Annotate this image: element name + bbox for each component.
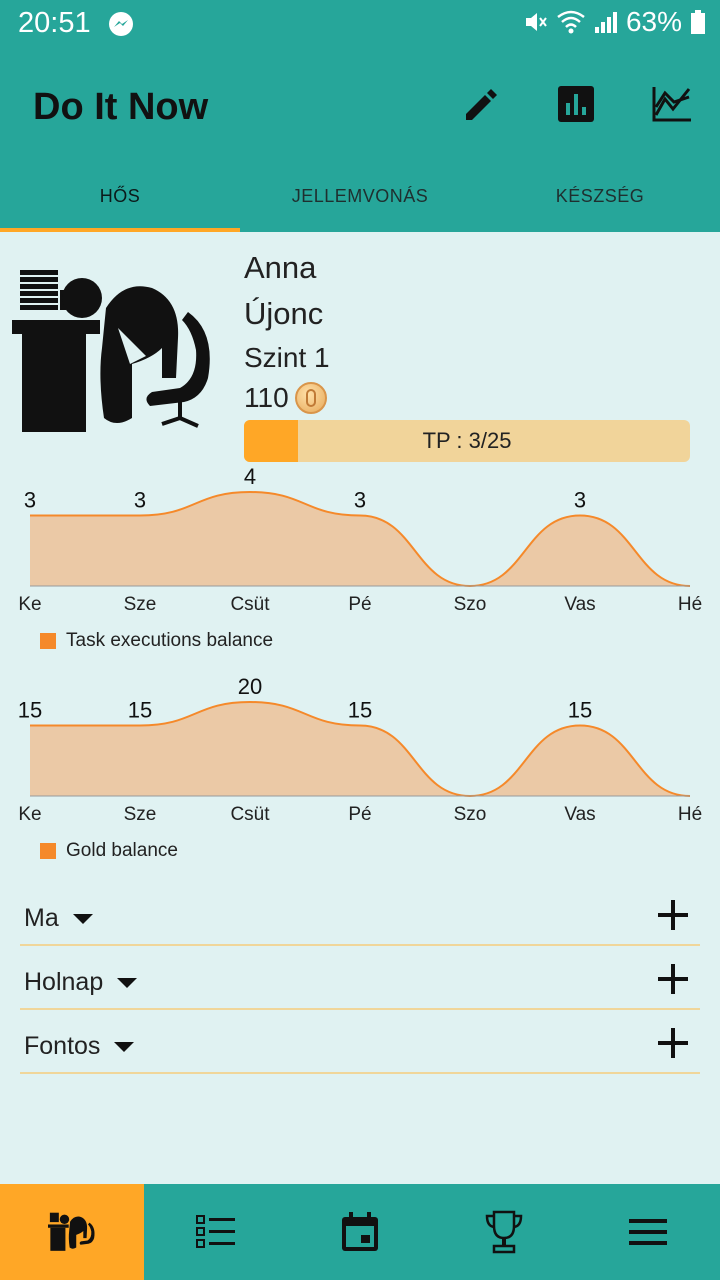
hero-gold: 110 [244, 382, 327, 414]
legend-label: Task executions balance [66, 630, 274, 651]
section-today-label: Ma [24, 904, 59, 932]
dropdown-arrow-icon [114, 1041, 135, 1052]
legend-swatch [40, 843, 56, 859]
series-line [30, 700, 691, 798]
data-label: 15 [128, 698, 152, 723]
data-label: 3 [574, 488, 586, 513]
trend-button[interactable] [648, 80, 696, 128]
battery-icon [691, 10, 705, 34]
gold-coin-icon [294, 382, 327, 414]
gold-amount: 110 [244, 382, 289, 413]
series-line [30, 490, 691, 588]
task-list-icon [196, 1215, 235, 1248]
section-tomorrow[interactable]: Holnap [20, 954, 700, 1010]
tab-skills-label: KÉSZSÉG [555, 185, 645, 206]
legend-swatch [40, 633, 56, 649]
nav-achievements[interactable] [432, 1184, 576, 1280]
dropdown-arrow-icon [117, 977, 138, 988]
edit-button[interactable] [456, 80, 504, 128]
data-label: 15 [18, 698, 42, 723]
stats-button[interactable] [552, 80, 600, 128]
section-today-header[interactable]: Ma [24, 904, 93, 933]
gold-balance-plot: 15 Ke 15 Sze 20 Csüt 15 Pé Szo 15 Vas Hé [18, 674, 702, 825]
signal-icon [594, 12, 617, 33]
app-title: Do It Now [33, 86, 209, 128]
pencil-icon [466, 89, 497, 120]
mute-icon [525, 13, 547, 31]
x-tick-label: Pé [348, 804, 371, 825]
x-tick-label: Szo [454, 594, 487, 615]
messenger-icon [109, 12, 133, 36]
wifi-icon [557, 10, 585, 34]
section-tomorrow-header[interactable]: Holnap [24, 968, 138, 997]
calendar-icon [342, 1212, 378, 1251]
tab-traits[interactable]: JELLEMVONÁS [240, 160, 480, 232]
x-tick-label: Vas [564, 594, 595, 615]
add-tomorrow-button[interactable] [656, 962, 690, 996]
x-tick-label: Ke [18, 804, 41, 825]
legend-label: Gold balance [66, 840, 178, 861]
battery-percent: 63% [625, 6, 682, 37]
data-label: 15 [568, 698, 592, 723]
tab-skills[interactable]: KÉSZSÉG [480, 160, 720, 232]
data-label: 4 [244, 464, 256, 489]
x-tick-label: Csüt [230, 804, 270, 825]
line-chart-icon [652, 87, 691, 122]
data-label: 20 [238, 674, 262, 699]
add-important-button[interactable] [656, 1026, 690, 1060]
bottom-navigation [0, 1184, 720, 1280]
tab-indicator [0, 228, 240, 232]
hero-rank: Újonc [244, 296, 324, 331]
task-executions-plot: 3 Ke 3 Sze 4 Csüt 3 Pé Szo 3 Vas Hé [18, 464, 702, 615]
x-tick-label: Hé [678, 804, 702, 825]
series-area [30, 702, 690, 796]
hero-avatar-icon [12, 270, 210, 432]
section-important-header[interactable]: Fontos [24, 1032, 135, 1061]
tp-label: TP : 3/25 [422, 428, 512, 453]
tab-hero-label: HŐS [99, 185, 141, 206]
series-area [30, 492, 690, 586]
hero-level: Szint 1 [244, 342, 330, 373]
hero-icon [48, 1212, 95, 1251]
tab-traits-label: JELLEMVONÁS [291, 185, 429, 206]
status-time: 20:51 [18, 7, 91, 39]
data-label: 3 [134, 488, 146, 513]
status-icons: 63% [522, 6, 706, 38]
tp-progress-fill [244, 420, 298, 462]
x-tick-label: Sze [124, 594, 157, 615]
hero-name: Anna [244, 250, 317, 285]
app-bar: Do It Now [0, 48, 720, 160]
data-label: 15 [348, 698, 372, 723]
nav-menu[interactable] [576, 1184, 720, 1280]
add-today-button[interactable] [656, 898, 690, 932]
x-tick-label: Sze [124, 804, 157, 825]
section-important[interactable]: Fontos [20, 1018, 700, 1074]
section-today[interactable]: Ma [20, 890, 700, 946]
nav-tasks[interactable] [144, 1184, 288, 1280]
x-tick-label: Szo [454, 804, 487, 825]
task-executions-chart: 3 Ke 3 Sze 4 Csüt 3 Pé Szo 3 Vas Hé Task executions… [0, 462, 720, 662]
data-label: 3 [354, 488, 366, 513]
x-tick-label: Pé [348, 594, 371, 615]
tp-progress-bar: TP : 3/25 [244, 420, 690, 462]
tab-hero[interactable]: HŐS [0, 160, 240, 232]
tab-bar: HŐS JELLEMVONÁS KÉSZSÉG [0, 160, 720, 232]
chart-legend: Task executions balance [40, 630, 273, 652]
trophy-icon [485, 1210, 523, 1254]
data-label: 3 [24, 488, 36, 513]
menu-icon [629, 1219, 667, 1245]
chart-legend: Gold balance [40, 840, 178, 862]
x-tick-label: Csüt [230, 594, 270, 615]
section-tomorrow-label: Holnap [24, 968, 104, 996]
gold-balance-chart: 15 Ke 15 Sze 20 Csüt 15 Pé Szo 15 Vas Hé Gold balan… [0, 672, 720, 872]
bar-chart-icon [558, 86, 594, 122]
dropdown-arrow-icon [72, 913, 93, 924]
nav-hero[interactable] [0, 1184, 144, 1280]
section-important-label: Fontos [24, 1032, 101, 1060]
status-bar: 20:51 63% [0, 0, 720, 48]
x-tick-label: Ke [18, 594, 41, 615]
nav-calendar[interactable] [288, 1184, 432, 1280]
x-tick-label: Vas [564, 804, 595, 825]
x-tick-label: Hé [678, 594, 702, 615]
